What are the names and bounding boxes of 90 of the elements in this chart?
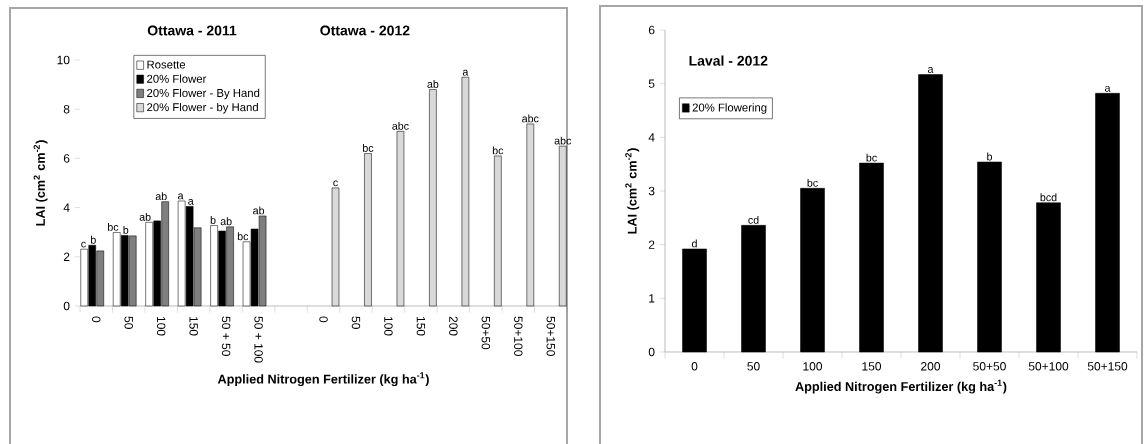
bar [364,153,372,307]
data-label: a [188,198,194,205]
bar [396,131,405,307]
bar [1095,93,1120,353]
data-label: c [81,241,86,248]
data-label: a [928,67,934,73]
data-label: bc [866,153,877,162]
bar [800,188,825,353]
data-label: b [987,152,993,161]
x-axis-title: Applied Nitrogen Fertilizer (kg ha$^{-1}$) [217,372,429,387]
legend-label: 20% Flower - By Hand [147,88,260,100]
y-tick-label: 6 [648,25,655,35]
legend-label: 20% Flowering [692,103,767,114]
bar [559,145,567,307]
x-tick-label: 50 + 50 [221,316,231,356]
legend-label: Rosette [147,60,186,69]
data-label: bc [492,146,504,155]
y-tick-label: 10 [57,55,70,65]
x-tick-label: 50+50 [973,362,1006,371]
x-tick-label: 50+100 [1028,362,1069,371]
x-tick-label: 150 [189,316,198,336]
x-tick-label: 50+150 [546,316,556,356]
data-label: a [462,69,469,76]
y-tick-label: 8 [63,104,70,114]
x-tick-label: 50+50 [481,316,491,350]
x-tick-label: 50 [747,362,760,371]
y-tick-label: 5 [648,79,655,88]
y-tick-label: 0 [63,301,70,311]
y-axis-title: LAI (cm$^{2}$ cm$^{-2}$) [33,140,48,226]
data-label: bc [237,232,249,241]
x-tick-label: 0 [691,362,698,371]
data-label: abc [522,114,539,123]
data-label: ab [220,217,232,226]
data-label: bc [363,144,374,152]
bar [331,187,340,307]
x-tick-label: 50+150 [1087,362,1128,371]
x-axis-title: Applied Nitrogen Fertilizer (kg ha$^{-1}$) [795,379,1007,394]
x-tick-label: 50 + 100 [254,316,263,363]
y-tick-label: 6 [63,154,70,163]
text: Ottawa - 2012 [320,25,410,36]
x-tick-label: 150 [416,316,426,336]
data-label: b [91,235,96,244]
bar [977,161,1002,353]
y-tick-label: 4 [648,133,655,142]
x-tick-label: 200 [449,316,458,336]
y-tick-label: 3 [648,186,655,196]
bar [461,76,470,307]
data-label: abc [554,136,572,145]
data-label: ab [253,206,265,215]
bar [494,155,502,307]
data-label: ab [139,212,151,221]
chart-title: Ottawa - 2011 [147,25,237,36]
bar [682,248,707,353]
data-label: a [178,193,184,200]
data-label: abc [392,121,409,130]
data-label: c [333,180,338,187]
x-tick-label: 50 [351,316,361,329]
bar [741,225,766,353]
bar [918,74,943,353]
bar [1036,202,1061,353]
x-tick-label: 100 [803,362,823,371]
x-tick-label: 50 [124,316,133,329]
y-axis-title: LAI (cm$^{2}$ cm$^{-2}$) [625,148,640,234]
data-label: b [123,225,129,234]
x-tick-label: 200 [921,362,941,371]
x-tick-label: 150 [862,362,882,371]
x-tick-label: 100 [156,316,166,336]
bar [859,162,884,353]
data-label: d [691,239,697,248]
bar [429,89,437,307]
data-label: ab [155,192,167,201]
y-tick-label: 4 [63,203,70,212]
y-tick-label: 2 [648,240,655,249]
bar [526,123,535,307]
data-label: bc [108,223,119,231]
legend-label: 20% Flower - by Hand [147,102,258,114]
x-tick-label: 0 [319,316,328,323]
data-label: bc [807,178,818,187]
data-label: bcd [1040,193,1057,202]
text: Laval - 2012 [689,55,768,66]
data-label: a [1104,85,1111,92]
data-label: ab [427,80,439,88]
data-label: b [210,216,216,224]
y-tick-label: 1 [649,294,655,303]
x-tick-label: 50+100 [514,316,523,356]
x-tick-label: 0 [91,316,101,323]
legend-label: 20% Flower [147,74,207,83]
y-tick-label: 2 [63,252,70,261]
data-label: cd [748,215,759,224]
x-tick-label: 100 [384,316,393,336]
